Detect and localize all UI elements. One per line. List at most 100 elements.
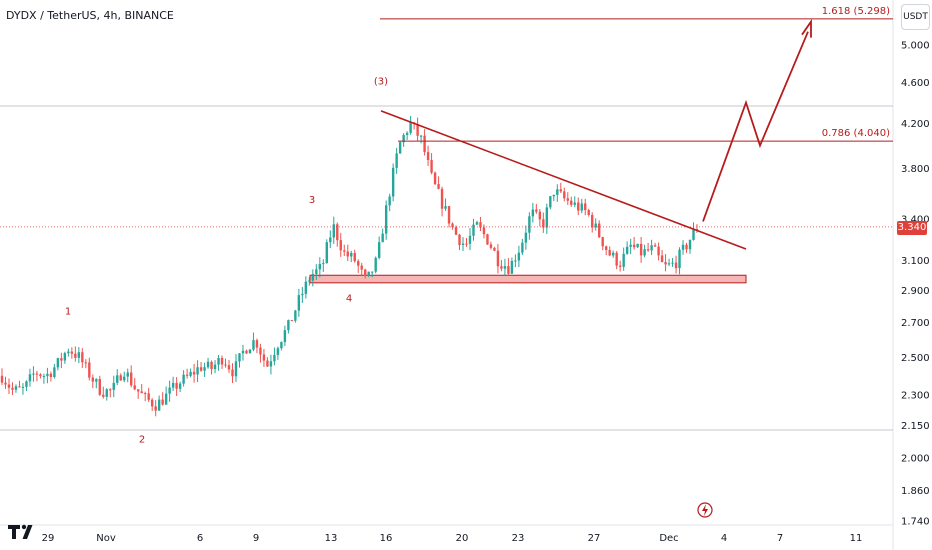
- candle-body: [53, 367, 56, 377]
- candle-body: [224, 364, 227, 366]
- candle-body: [84, 362, 88, 364]
- price-tick-label: 1.740: [901, 516, 930, 527]
- price-tick-label: 3.400: [901, 214, 930, 225]
- candle-body: [388, 196, 391, 206]
- candle-body: [206, 361, 210, 368]
- candle-body: [336, 224, 339, 241]
- fib-level-label: 0.786 (4.040): [822, 128, 890, 139]
- candle-body: [524, 232, 528, 243]
- candle-body: [402, 134, 405, 143]
- candle-body: [531, 209, 535, 217]
- candle-body: [451, 223, 454, 228]
- candle-body: [346, 251, 349, 257]
- candle-body: [381, 233, 384, 243]
- fib-level-label: 1.618 (5.298): [822, 6, 890, 17]
- candle-body: [49, 373, 53, 377]
- candle-body: [674, 262, 678, 269]
- candle-body: [437, 184, 440, 189]
- price-tick-label: 2.500: [901, 353, 930, 364]
- candle-body: [604, 246, 608, 251]
- candle-body: [81, 352, 84, 363]
- candle-body: [468, 235, 472, 244]
- candle-body: [685, 244, 688, 250]
- candle-body: [521, 242, 524, 253]
- candle-body: [545, 207, 549, 228]
- candle-body: [692, 229, 695, 240]
- candle-body: [266, 360, 269, 367]
- candle-body: [297, 295, 301, 311]
- candle-body: [440, 188, 444, 209]
- candle-body: [601, 237, 604, 247]
- event-marker[interactable]: [697, 502, 713, 518]
- candle-body: [496, 250, 500, 267]
- candle-body: [343, 250, 346, 252]
- candle-body: [126, 372, 129, 377]
- candle-body: [688, 239, 692, 250]
- candle-body: [290, 320, 294, 322]
- currency-button[interactable]: USDT: [901, 4, 930, 30]
- candle-body: [367, 271, 370, 277]
- candle-body: [25, 381, 28, 387]
- time-tick-label: 20: [456, 533, 469, 544]
- price-tick-label: 3.100: [901, 256, 930, 267]
- candle-body: [210, 361, 213, 370]
- price-axis[interactable]: 1.740 1.860 2.000 2.150 2.300 2.500 2.700 2.900…: [901, 41, 930, 528]
- candle-body: [625, 246, 629, 254]
- candle-body: [164, 393, 168, 405]
- candle-body: [178, 383, 182, 389]
- candle-body: [461, 243, 465, 245]
- candle-body: [580, 203, 583, 211]
- candle-body: [241, 350, 245, 354]
- candle-body: [203, 367, 206, 371]
- symbol-title: DYDX / TetherUS, 4h, BINANCE: [6, 9, 174, 22]
- candle-body: [444, 206, 447, 209]
- wave-label: 4: [346, 294, 352, 305]
- candle-body: [559, 189, 562, 192]
- candle-body: [398, 142, 402, 154]
- candle-body: [171, 382, 175, 388]
- wave-labels: 1 2 3 4 (3): [65, 77, 388, 446]
- candle-body: [650, 245, 653, 251]
- candle-body: [88, 362, 91, 378]
- candle-body: [39, 374, 42, 377]
- current-price-badge: 3.340: [897, 221, 927, 235]
- candle-body: [287, 320, 290, 331]
- candle-body: [294, 310, 297, 321]
- candle-body: [325, 242, 328, 264]
- candle-body: [140, 391, 143, 394]
- grid-lines: [0, 0, 894, 550]
- trendline: [380, 110, 747, 250]
- candle-body: [273, 354, 276, 362]
- candle-body: [262, 354, 266, 361]
- candle-body: [660, 255, 664, 263]
- candle-body: [454, 227, 458, 235]
- candle-body: [91, 377, 95, 382]
- candle-body: [105, 389, 108, 397]
- wave-label: 1: [65, 306, 71, 317]
- candle-body: [458, 234, 461, 245]
- candle-body: [168, 387, 171, 394]
- candle-body: [507, 266, 510, 274]
- candle-body: [556, 189, 559, 195]
- price-tick-label: 4.200: [901, 119, 930, 130]
- time-axis[interactable]: 29 Nov 6 9 13 16 20 23 27 Dec 4 7 11: [42, 533, 863, 544]
- candle-body: [60, 358, 63, 361]
- candle-body: [538, 211, 542, 220]
- candle-body: [657, 246, 660, 256]
- candle-body: [175, 382, 178, 389]
- wave-label: 2: [139, 434, 145, 445]
- candle-body: [475, 222, 479, 225]
- candle-body: [409, 122, 412, 133]
- candle-body: [32, 373, 35, 375]
- candle-body: [77, 352, 81, 358]
- candle-body: [632, 244, 636, 248]
- candle-body: [18, 386, 21, 388]
- candle-body: [678, 249, 681, 269]
- candle-body: [192, 371, 196, 375]
- candle-body: [643, 249, 646, 256]
- time-tick-label: Nov: [96, 533, 116, 544]
- candle-body: [577, 202, 580, 211]
- candle-body: [11, 387, 14, 390]
